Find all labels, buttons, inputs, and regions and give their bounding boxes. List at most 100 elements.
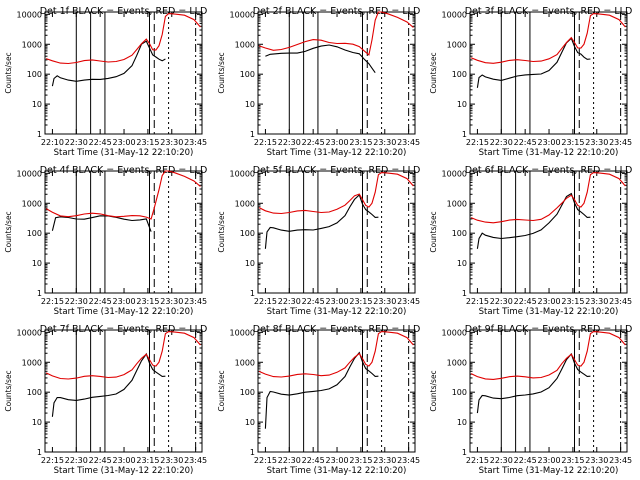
panel-title: Det 8f BLACK = Events, RED = LLD — [253, 324, 421, 335]
y-tick-label: 1 — [250, 130, 255, 139]
events-series-line — [265, 44, 376, 74]
x-tick-label: 22:15 — [254, 456, 277, 465]
y-axis-label: Counts/sec — [217, 370, 226, 411]
y-tick-label: 10 — [32, 418, 42, 427]
x-tick-label: 23:30 — [373, 456, 396, 465]
y-tick-label: 10000 — [17, 10, 42, 19]
x-tick-label: 23:45 — [397, 456, 420, 465]
x-tick-label: 23:30 — [160, 297, 183, 306]
y-tick-label: 1000 — [447, 358, 467, 367]
y-tick-label: 1000 — [447, 199, 467, 208]
x-axis-label: Start Time (31-May-12 22:10:20) — [54, 148, 194, 158]
x-tick-label: 23:45 — [184, 297, 207, 306]
y-tick-label: 10 — [245, 100, 255, 109]
x-tick-label: 23:15 — [349, 138, 372, 147]
x-tick-label: 22:15 — [466, 297, 489, 306]
y-tick-label: 100 — [27, 229, 42, 238]
x-axis-label: Start Time (31-May-12 22:10:20) — [479, 466, 619, 476]
panel-title: Det 3f BLACK = Events, RED = LLD — [465, 6, 633, 17]
y-tick-label: 10000 — [442, 169, 467, 178]
x-tick-label: 22:15 — [254, 138, 277, 147]
lld-series-line — [470, 13, 626, 64]
x-tick-label: 22:15 — [466, 456, 489, 465]
x-axis-label: Start Time (31-May-12 22:10:20) — [479, 307, 619, 317]
y-tick-label: 10000 — [230, 328, 255, 337]
lld-series-line — [45, 13, 201, 65]
panel-title: Det 4f BLACK = Events, RED = LLD — [40, 165, 208, 176]
events-series-line — [476, 352, 591, 414]
x-tick-label: 23:00 — [325, 456, 348, 465]
y-tick-label: 100 — [452, 70, 467, 79]
x-tick-label: 22:45 — [89, 297, 112, 306]
x-tick-label: 23:00 — [325, 297, 348, 306]
x-tick-label: 23:00 — [537, 138, 560, 147]
lld-series-line — [45, 170, 201, 220]
x-tick-label: 23:30 — [373, 297, 396, 306]
x-tick-label: 23:15 — [561, 456, 584, 465]
x-tick-label: 22:45 — [302, 138, 325, 147]
x-tick-label: 23:00 — [325, 138, 348, 147]
x-tick-label: 23:45 — [609, 456, 632, 465]
events-series-line — [51, 40, 166, 87]
y-tick-label: 10000 — [230, 169, 255, 178]
x-tick-label: 23:15 — [136, 297, 159, 306]
events-series-line — [264, 351, 379, 429]
plot-frame — [257, 329, 416, 453]
x-tick-label: 22:15 — [41, 297, 64, 306]
lld-series-line — [258, 331, 414, 378]
y-axis-label: Counts/sec — [217, 211, 226, 252]
panel-det-3: Det 3f BLACK = Events, RED = LLD 1 10 100 10… — [429, 6, 632, 158]
x-tick-label: 23:30 — [585, 297, 608, 306]
plot-frame — [469, 329, 628, 453]
y-axis-label: Counts/sec — [429, 52, 438, 93]
y-tick-label: 1 — [37, 130, 42, 139]
y-tick-label: 1000 — [447, 40, 467, 49]
x-tick-label: 22:30 — [278, 138, 301, 147]
x-tick-label: 23:00 — [112, 456, 135, 465]
y-axis-label: Counts/sec — [4, 211, 13, 252]
x-axis-label: Start Time (31-May-12 22:10:20) — [54, 466, 194, 476]
y-tick-label: 10000 — [17, 169, 42, 178]
y-axis-label: Counts/sec — [4, 52, 13, 93]
events-series-line — [51, 352, 166, 417]
x-tick-label: 22:30 — [65, 297, 88, 306]
x-tick-label: 23:45 — [609, 138, 632, 147]
y-tick-label: 1 — [37, 289, 42, 298]
x-tick-label: 23:30 — [373, 138, 396, 147]
y-axis-label: Counts/sec — [217, 52, 226, 93]
x-tick-label: 22:15 — [41, 456, 64, 465]
x-tick-label: 23:45 — [184, 456, 207, 465]
events-series-line — [51, 215, 152, 232]
panel-title: Det 7f BLACK = Events, RED = LLD — [40, 324, 208, 335]
x-axis-label: Start Time (31-May-12 22:10:20) — [267, 466, 407, 476]
panel-title: Det 9f BLACK = Events, RED = LLD — [465, 324, 633, 335]
y-tick-label: 10 — [457, 418, 467, 427]
y-tick-label: 1 — [462, 289, 467, 298]
panel-det-6: Det 6f BLACK = Events, RED = LLD 1 10 100 10… — [429, 165, 632, 317]
x-tick-label: 23:15 — [136, 138, 159, 147]
panel-det-7: Det 7f BLACK = Events, RED = LLD 1 10 100 10… — [4, 324, 207, 476]
x-axis-label: Start Time (31-May-12 22:10:20) — [54, 307, 194, 317]
plot-frame — [257, 11, 416, 135]
x-tick-label: 23:00 — [112, 297, 135, 306]
panel-title: Det 6f BLACK = Events, RED = LLD — [465, 165, 633, 176]
plot-frame — [257, 170, 416, 294]
x-tick-label: 23:45 — [184, 138, 207, 147]
panel-title: Det 5f BLACK = Events, RED = LLD — [253, 165, 421, 176]
y-tick-label: 1000 — [22, 358, 42, 367]
x-tick-label: 22:45 — [302, 456, 325, 465]
x-tick-label: 22:30 — [65, 138, 88, 147]
x-tick-label: 22:30 — [278, 297, 301, 306]
x-tick-label: 23:00 — [537, 297, 560, 306]
y-tick-label: 1 — [37, 448, 42, 457]
y-tick-label: 10 — [457, 259, 467, 268]
y-tick-label: 10 — [245, 259, 255, 268]
x-tick-label: 23:30 — [160, 138, 183, 147]
y-tick-label: 100 — [27, 388, 42, 397]
y-tick-label: 10000 — [442, 10, 467, 19]
x-tick-label: 23:30 — [160, 456, 183, 465]
y-tick-label: 10 — [32, 259, 42, 268]
plot-frame — [469, 170, 628, 294]
panel-det-9: Det 9f BLACK = Events, RED = LLD 1 10 100 10… — [429, 324, 632, 476]
